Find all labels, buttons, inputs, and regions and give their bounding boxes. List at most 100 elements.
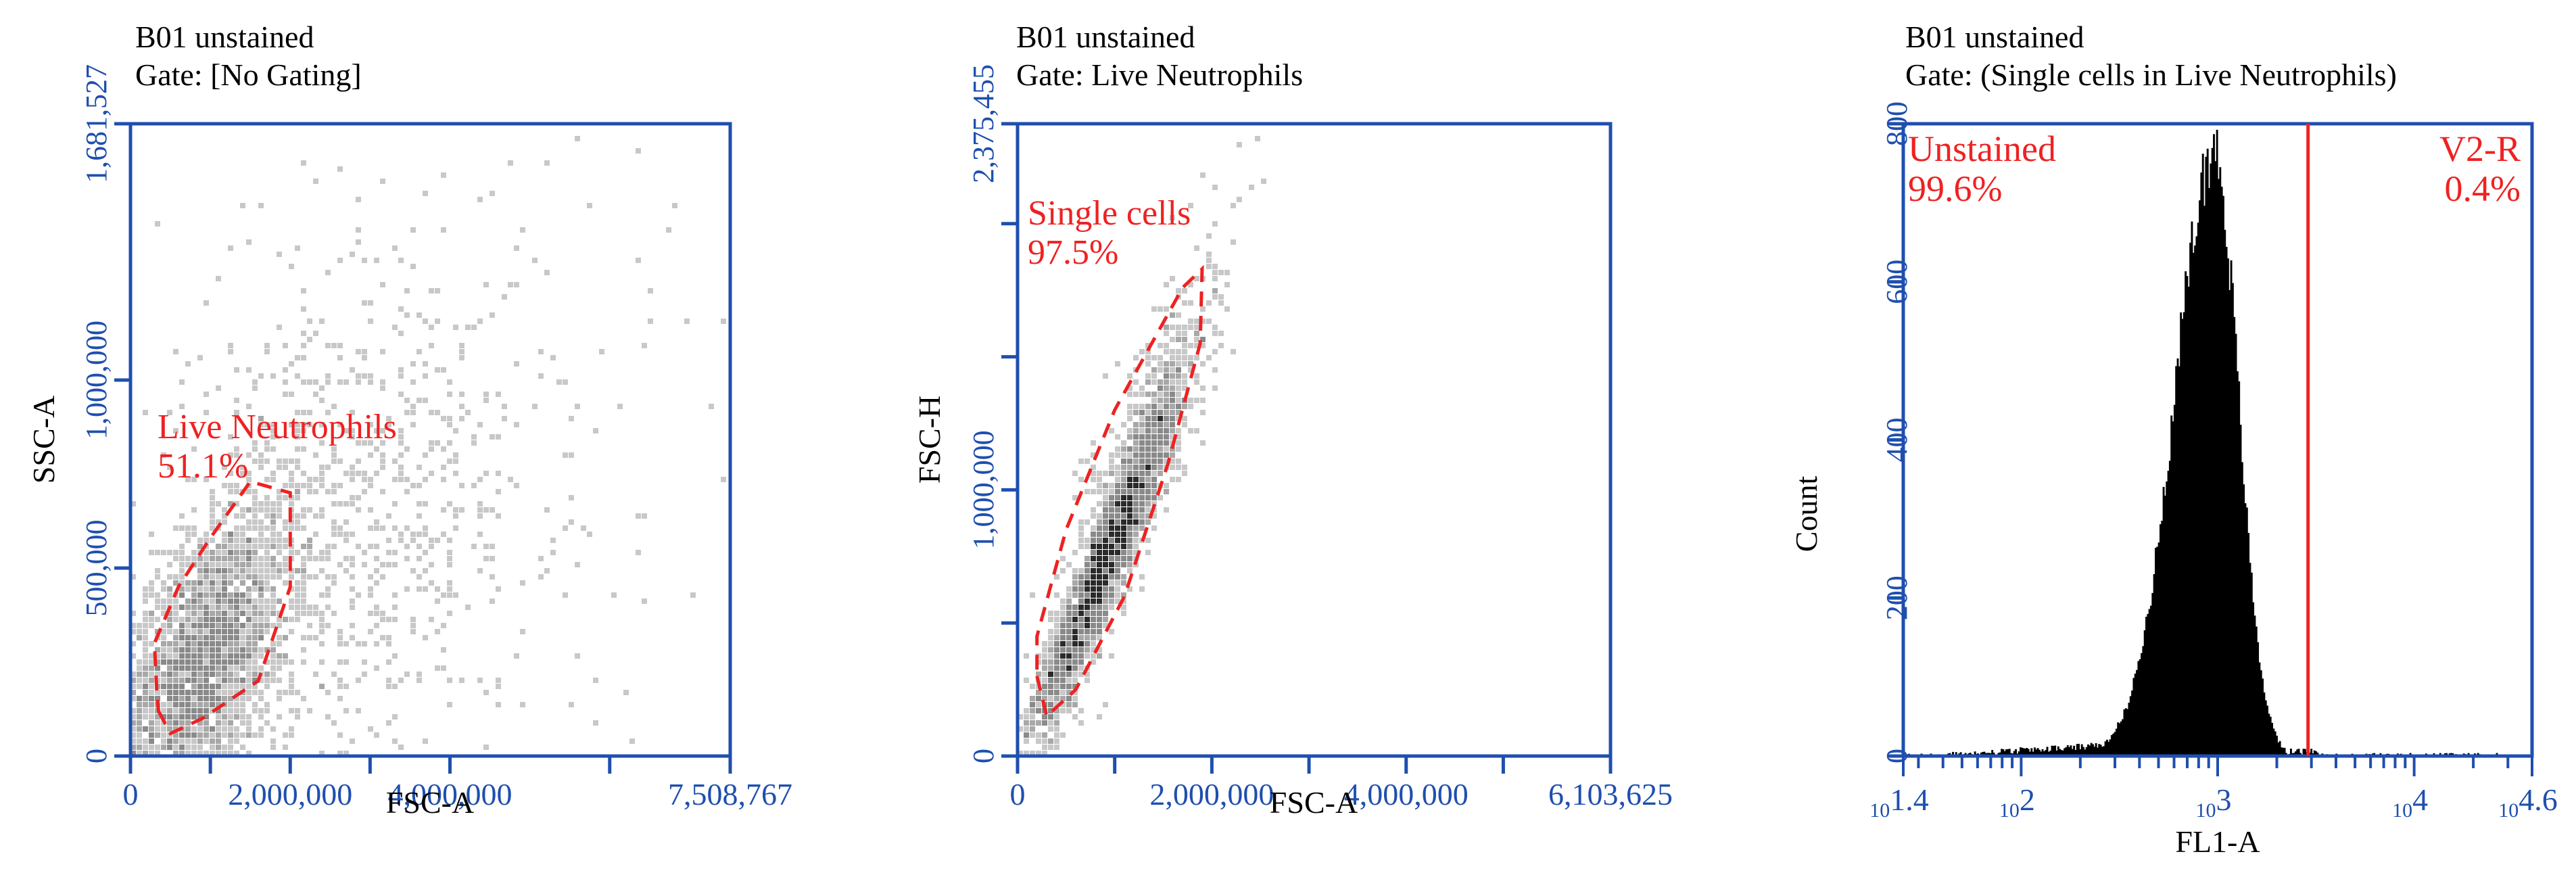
panel-1-density-cell	[222, 690, 227, 695]
panel-1-density-cell	[210, 702, 215, 707]
panel-2-density-cell	[1151, 416, 1157, 421]
panel-1-density-cell	[130, 623, 136, 628]
panel-1-density-cell	[149, 751, 154, 756]
panel-1-density-cell	[277, 513, 282, 519]
panel-3: B01 unstained Gate: (Single cells in Liv…	[1789, 20, 2558, 859]
panel-1-density-cell	[252, 556, 258, 561]
panel-2-density-cell	[1170, 428, 1175, 433]
panel-2-density-cell	[1084, 544, 1090, 549]
panel-1-density-cell	[234, 592, 239, 598]
panel-1-density-cell	[191, 532, 197, 537]
panel-2-density-cell	[1133, 495, 1139, 500]
panel-3-histogram-bar	[2195, 236, 2198, 756]
panel-3-histogram-bar	[2164, 495, 2166, 756]
panel-1-density-cell	[252, 440, 258, 446]
panel-1-density-cell	[283, 525, 288, 531]
panel-1-density-cell	[252, 702, 258, 707]
panel-2-density-cell	[1194, 379, 1199, 385]
panel-1-density-cell	[301, 586, 306, 592]
panel-2-density-cell	[1133, 404, 1139, 409]
panel-1-density-cell	[289, 586, 294, 592]
panel-3-histogram-bar	[2005, 749, 2008, 756]
panel-2-y-tick-label: 0	[967, 749, 1000, 763]
panel-1-density-cell	[301, 659, 306, 665]
panel-2-density-cell	[1194, 373, 1199, 379]
panel-1-density-cell	[374, 580, 379, 586]
panel-2-gate-line: Gate: Live Neutrophils	[1016, 57, 1303, 92]
panel-1-density-cell	[210, 684, 215, 689]
panel-1-density-cell	[410, 617, 416, 622]
panel-3-histogram-bar	[2143, 630, 2146, 756]
panel-1-density-cell	[350, 556, 355, 561]
panel-2-density-cell	[1072, 696, 1078, 701]
panel-2-density-cell	[1115, 471, 1120, 476]
panel-2-density-cell	[1188, 398, 1193, 403]
panel-1-density-cell	[636, 513, 641, 519]
panel-2-density-cell	[1139, 422, 1145, 427]
panel-1-density-cell	[137, 678, 142, 683]
panel-1-density-cell	[313, 672, 318, 677]
panel-1-density-cell	[264, 525, 270, 531]
panel-3-histogram-bar	[2090, 743, 2093, 756]
panel-2-density-cell	[1121, 471, 1126, 476]
panel-1-density-cell	[264, 623, 270, 628]
panel-1-density-cell	[155, 598, 160, 604]
panel-1-gate-live-neutrophils[interactable]	[152, 479, 292, 736]
panel-2-density-cell	[1078, 653, 1084, 659]
panel-1-density-cell	[283, 495, 288, 500]
panel-1-density-cell	[429, 440, 434, 446]
panel-2-density-cell	[1054, 635, 1059, 640]
panel-1-density-cell	[563, 379, 568, 385]
panel-1-density-cell	[319, 751, 325, 756]
panel-1-density-cell	[544, 160, 550, 166]
panel-3-histogram-bar	[2085, 747, 2088, 756]
panel-1-density-cell	[356, 440, 361, 446]
panel-1-density-cell	[130, 726, 136, 732]
panel-1-density-cell	[636, 148, 641, 154]
panel-1-density-cell	[143, 708, 148, 713]
panel-1-density-cell	[295, 446, 300, 452]
panel-1-density-cell	[636, 258, 641, 263]
panel-2-density-cell	[1109, 452, 1114, 458]
panel-2-density-cell	[1182, 355, 1187, 360]
panel-1-density-cell	[210, 635, 215, 640]
panel-1-density-cell	[246, 732, 252, 738]
panel-1-density-cell	[483, 392, 489, 397]
panel-1-density-cell	[234, 617, 239, 622]
panel-1-density-cell	[301, 343, 306, 348]
panel-2-density-cell	[1182, 361, 1187, 367]
panel-3-histogram-bar	[2216, 129, 2218, 757]
panel-1-density-cell	[374, 446, 379, 452]
panel-1-density-cell	[283, 580, 288, 586]
panel-1-density-cell	[258, 623, 264, 628]
panel-1-density-cell	[130, 672, 136, 677]
panel-2-density-cell	[1024, 678, 1029, 683]
panel-1-density-cell	[204, 562, 209, 567]
panel-3-histogram-bar	[2241, 462, 2243, 756]
panel-1-density-cell	[252, 489, 258, 494]
panel-2-density-cell	[1206, 319, 1212, 324]
panel-1-density-cell	[210, 574, 215, 580]
panel-1-density-cell	[264, 629, 270, 634]
panel-1-density-cell	[380, 385, 385, 391]
panel-3-histogram-bar	[2129, 696, 2132, 756]
panel-3-y-axis-label: Count	[1789, 476, 1823, 552]
panel-1-density-cell	[514, 483, 519, 488]
panel-1-density-cell	[277, 495, 282, 500]
panel-2-density-cell	[1097, 592, 1102, 598]
panel-2-density-cell	[1024, 714, 1029, 720]
panel-1-density-cell	[173, 629, 178, 634]
panel-1-density-cell	[398, 477, 404, 482]
panel-1-density-cell	[161, 623, 166, 628]
panel-1-density-cell	[258, 611, 264, 616]
panel-2-gate-single-cells[interactable]	[1035, 264, 1204, 720]
panel-2-density-cell	[1170, 355, 1175, 360]
panel-1-density-cell	[185, 659, 191, 665]
panel-1-density-cell	[277, 252, 282, 257]
panel-1-density-cell	[307, 489, 312, 494]
panel-1-density-cell	[465, 410, 471, 415]
panel-1-density-cell	[137, 732, 142, 738]
panel-1-density-cell	[204, 550, 209, 555]
panel-2-density-cell	[1036, 708, 1041, 713]
panel-3-histogram-bar	[2297, 749, 2300, 756]
